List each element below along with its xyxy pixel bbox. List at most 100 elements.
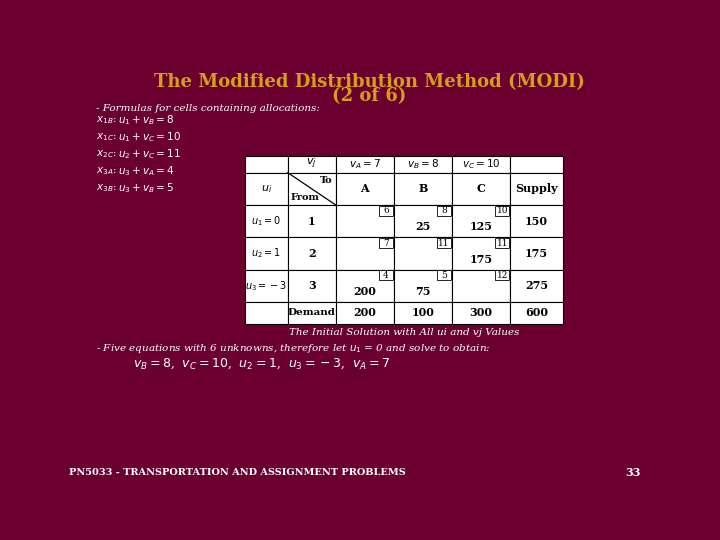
Text: 4: 4 xyxy=(383,271,389,280)
Text: $x_{1B}$:: $x_{1B}$: xyxy=(96,114,117,126)
Text: $u_1 + v_C = 10$: $u_1 + v_C = 10$ xyxy=(118,130,181,144)
Text: (2 of 6): (2 of 6) xyxy=(332,86,406,105)
Bar xyxy=(379,271,393,280)
Bar xyxy=(245,205,287,237)
Bar xyxy=(245,237,287,269)
Text: $u_2 = 1$: $u_2 = 1$ xyxy=(251,247,282,260)
Text: Demand: Demand xyxy=(288,308,336,317)
Text: 5: 5 xyxy=(441,271,447,280)
Text: 200: 200 xyxy=(354,286,376,297)
Text: 300: 300 xyxy=(469,307,492,318)
Text: 10: 10 xyxy=(497,206,508,215)
Text: 100: 100 xyxy=(411,307,434,318)
Text: The Initial Solution with All ui and vj Values: The Initial Solution with All ui and vj … xyxy=(289,328,519,338)
Text: $v_A = 7$: $v_A = 7$ xyxy=(348,157,381,171)
Bar xyxy=(394,156,452,173)
Bar xyxy=(437,238,451,248)
Bar xyxy=(336,302,394,323)
Text: 25: 25 xyxy=(415,221,431,232)
Bar xyxy=(452,156,510,173)
Bar xyxy=(336,156,394,173)
Text: 33: 33 xyxy=(625,468,640,478)
Bar xyxy=(452,205,510,237)
Bar xyxy=(394,173,452,205)
Text: 3: 3 xyxy=(307,280,315,291)
Text: 75: 75 xyxy=(415,286,431,297)
Text: The Modified Distribution Method (MODI): The Modified Distribution Method (MODI) xyxy=(153,73,585,91)
Text: 8: 8 xyxy=(441,206,447,215)
Bar xyxy=(495,206,509,215)
Bar xyxy=(495,271,509,280)
Bar xyxy=(287,237,336,269)
Text: To: To xyxy=(320,176,333,185)
Bar xyxy=(379,206,393,215)
Bar xyxy=(287,156,336,173)
Bar xyxy=(452,173,510,205)
Text: 175: 175 xyxy=(525,248,548,259)
Bar xyxy=(394,302,452,323)
Text: 11: 11 xyxy=(438,239,450,247)
Text: 600: 600 xyxy=(525,307,548,318)
Bar xyxy=(394,269,452,302)
Text: $v_B = 8$: $v_B = 8$ xyxy=(407,157,439,171)
Text: $v_B = 8$,  $v_C = 10$,  $u_2 = 1$,  $u_3 = -3$,  $v_A = 7$: $v_B = 8$, $v_C = 10$, $u_2 = 1$, $u_3 =… xyxy=(132,356,390,371)
Text: A: A xyxy=(361,183,369,194)
Bar xyxy=(452,237,510,269)
Bar xyxy=(510,205,563,237)
Bar xyxy=(336,237,394,269)
Bar xyxy=(394,237,452,269)
Bar xyxy=(245,302,287,323)
Text: 125: 125 xyxy=(469,221,492,232)
Text: 150: 150 xyxy=(525,215,548,227)
Bar xyxy=(245,156,287,173)
Bar xyxy=(394,205,452,237)
Bar xyxy=(437,206,451,215)
Text: Supply: Supply xyxy=(515,183,558,194)
Text: $x_{2C}$:: $x_{2C}$: xyxy=(96,148,117,160)
Text: $u_3 = -3$: $u_3 = -3$ xyxy=(246,279,287,293)
Text: 7: 7 xyxy=(383,239,389,247)
Bar xyxy=(437,271,451,280)
Text: 1: 1 xyxy=(308,215,315,227)
Bar xyxy=(287,205,336,237)
Bar xyxy=(245,269,287,302)
Text: 6: 6 xyxy=(383,206,389,215)
Text: 2: 2 xyxy=(308,248,315,259)
Bar xyxy=(336,269,394,302)
Text: PN5033 - TRANSPORTATION AND ASSIGNMENT PROBLEMS: PN5033 - TRANSPORTATION AND ASSIGNMENT P… xyxy=(69,468,405,477)
Text: 200: 200 xyxy=(354,307,376,318)
Text: 11: 11 xyxy=(497,239,508,247)
Text: - Formulas for cells containing allocations:: - Formulas for cells containing allocati… xyxy=(96,104,320,113)
Text: $x_{3B}$:: $x_{3B}$: xyxy=(96,182,117,194)
Bar xyxy=(510,269,563,302)
Text: $x_{3A}$:: $x_{3A}$: xyxy=(96,165,117,177)
Text: 175: 175 xyxy=(469,254,492,265)
Bar xyxy=(245,173,287,205)
Text: - Five equations with 6 unknowns, therefore let $u_1$ = 0 and solve to obtain:: - Five equations with 6 unknowns, theref… xyxy=(96,342,491,355)
Bar xyxy=(379,238,393,248)
Bar xyxy=(452,269,510,302)
Text: $u_1 + v_B = 8$: $u_1 + v_B = 8$ xyxy=(118,113,174,127)
Bar xyxy=(510,237,563,269)
Text: $u_3 + v_A = 4$: $u_3 + v_A = 4$ xyxy=(118,164,174,178)
Text: From: From xyxy=(291,193,320,202)
Text: B: B xyxy=(418,183,428,194)
Text: $u_1 = 0$: $u_1 = 0$ xyxy=(251,214,282,228)
Text: $x_{1C}$:: $x_{1C}$: xyxy=(96,131,117,143)
Bar xyxy=(452,302,510,323)
Text: $v_C = 10$: $v_C = 10$ xyxy=(462,157,500,171)
Text: $v_j$: $v_j$ xyxy=(306,157,317,171)
Text: 12: 12 xyxy=(497,271,508,280)
Text: $u_2 + v_C = 11$: $u_2 + v_C = 11$ xyxy=(118,147,181,161)
Text: 275: 275 xyxy=(525,280,548,291)
Bar xyxy=(336,173,394,205)
Bar xyxy=(495,238,509,248)
Text: C: C xyxy=(477,183,485,194)
Bar xyxy=(287,302,336,323)
Text: $u_3 + v_B = 5$: $u_3 + v_B = 5$ xyxy=(118,181,174,195)
Bar xyxy=(510,173,563,205)
Bar xyxy=(336,205,394,237)
Text: $u_i$: $u_i$ xyxy=(261,183,272,194)
Bar xyxy=(287,173,336,205)
Bar xyxy=(510,302,563,323)
